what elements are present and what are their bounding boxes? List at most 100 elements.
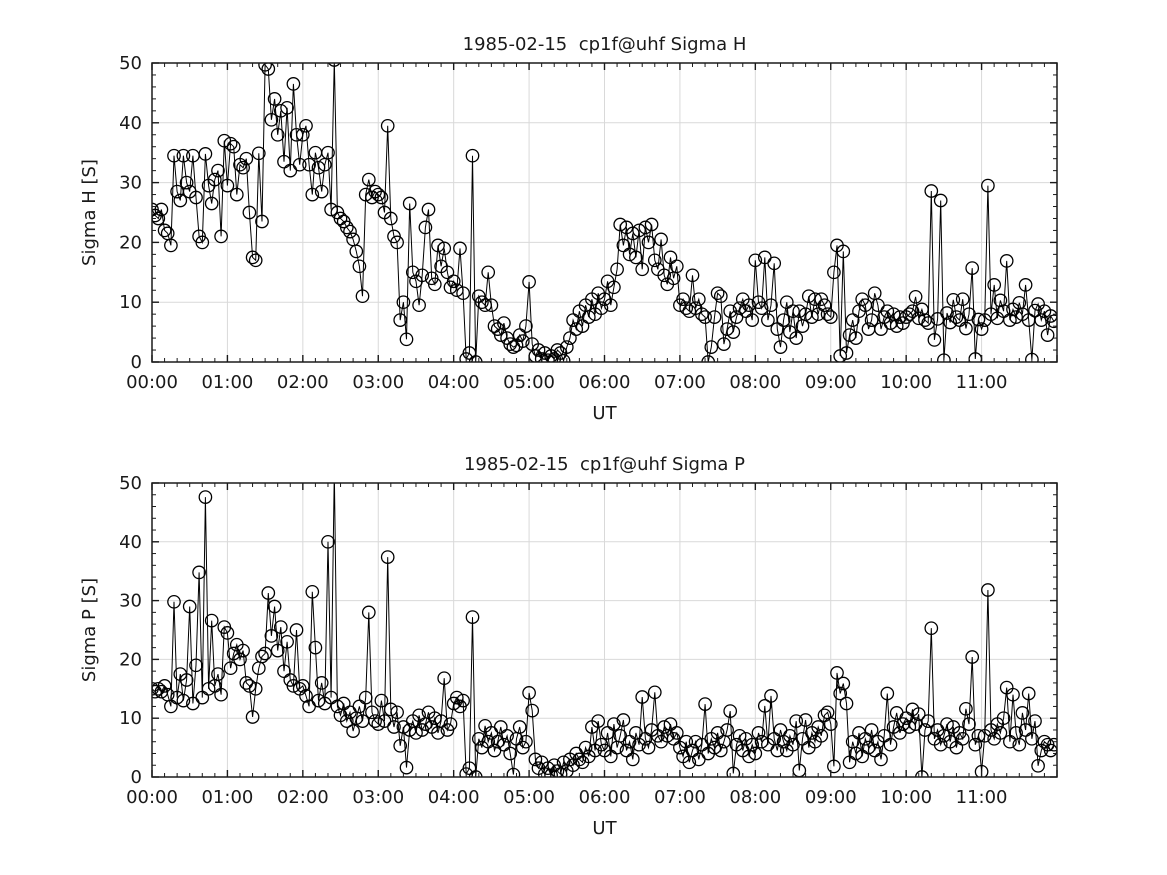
data-point-marker bbox=[770, 322, 785, 336]
data-point-marker bbox=[302, 157, 316, 172]
data-point-marker bbox=[864, 723, 879, 737]
data-point-marker bbox=[361, 605, 376, 620]
data-point-marker bbox=[179, 175, 194, 190]
sigma-h-subplot: 00:00 01:00 02:00 03:00 04:00 05:00 06:00 07:00… bbox=[79, 34, 1058, 424]
plot-title: 1985-02-15 cp1f@uhf Sigma H bbox=[463, 34, 747, 55]
data-point-marker bbox=[264, 112, 279, 127]
data-point-marker bbox=[842, 328, 857, 342]
data-point-marker bbox=[380, 550, 395, 564]
data-point-marker bbox=[811, 307, 826, 322]
data-point-marker bbox=[874, 752, 888, 767]
data-point-marker bbox=[556, 755, 571, 770]
data-point-marker bbox=[387, 720, 401, 734]
data-point-marker bbox=[321, 534, 335, 549]
data-point-marker bbox=[836, 244, 851, 259]
data-point-marker bbox=[295, 679, 310, 693]
data-point-marker bbox=[657, 268, 672, 283]
data-point-marker bbox=[229, 187, 244, 202]
data-point-marker bbox=[698, 310, 712, 324]
data-point-marker bbox=[820, 307, 835, 322]
data-point-marker bbox=[214, 229, 228, 244]
data-point-marker bbox=[563, 331, 577, 345]
data-point-marker bbox=[971, 728, 986, 743]
data-point-marker bbox=[625, 752, 640, 767]
data-point-marker bbox=[305, 584, 320, 599]
x-tick-label: 04:00 bbox=[428, 372, 480, 393]
data-point-marker bbox=[867, 743, 882, 758]
data-point-marker bbox=[270, 643, 285, 658]
data-point-marker bbox=[239, 151, 254, 166]
data-point-marker bbox=[949, 310, 964, 324]
x-axis-label: UT bbox=[592, 403, 617, 424]
data-point-marker bbox=[204, 196, 219, 211]
data-point-marker bbox=[456, 286, 470, 301]
data-point-marker bbox=[559, 340, 574, 354]
data-point-marker bbox=[789, 331, 804, 345]
data-point-marker bbox=[236, 160, 250, 175]
data-point-marker bbox=[619, 743, 634, 758]
data-point-marker bbox=[368, 714, 382, 728]
data-point-marker bbox=[723, 704, 738, 718]
data-point-marker bbox=[921, 316, 936, 330]
data-point-marker bbox=[955, 292, 970, 307]
data-point-marker bbox=[415, 268, 430, 283]
y-tick-label: 20 bbox=[119, 649, 142, 670]
data-point-marker bbox=[512, 720, 527, 734]
grid-lines bbox=[152, 483, 1057, 777]
data-point-marker bbox=[713, 289, 728, 304]
data-point-marker bbox=[506, 767, 521, 777]
data-point-marker bbox=[462, 346, 477, 360]
data-point-marker bbox=[1009, 310, 1023, 324]
data-point-marker bbox=[591, 714, 606, 728]
data-point-marker bbox=[971, 312, 986, 327]
data-point-marker bbox=[839, 696, 854, 711]
data-point-marker bbox=[713, 743, 728, 758]
data-point-marker bbox=[924, 184, 939, 198]
data-point-marker bbox=[305, 187, 320, 202]
data-point-marker bbox=[299, 118, 313, 133]
data-point-marker bbox=[811, 720, 826, 734]
data-point-marker bbox=[311, 693, 326, 708]
data-point-marker bbox=[864, 313, 879, 327]
data-point-marker bbox=[292, 157, 307, 172]
data-point-marker bbox=[921, 714, 936, 728]
data-point-marker bbox=[427, 277, 442, 292]
data-point-marker bbox=[273, 620, 288, 634]
data-point-marker bbox=[962, 717, 976, 731]
data-point-marker bbox=[195, 235, 210, 250]
data-point-marker bbox=[154, 202, 169, 217]
data-point-marker bbox=[965, 650, 980, 664]
data-point-marker bbox=[915, 302, 929, 317]
data-point-marker bbox=[500, 728, 514, 743]
data-point-marker bbox=[610, 262, 624, 277]
data-point-marker bbox=[528, 752, 543, 767]
data-point-marker bbox=[383, 702, 398, 717]
data-point-marker bbox=[248, 681, 263, 696]
data-point-marker bbox=[393, 738, 408, 753]
data-point-marker bbox=[273, 103, 288, 118]
data-point-marker bbox=[786, 304, 800, 319]
data-point-marker bbox=[1028, 303, 1042, 318]
data-point-marker bbox=[836, 676, 851, 691]
data-point-marker bbox=[908, 289, 923, 304]
data-point-marker bbox=[1003, 313, 1017, 327]
data-point-marker bbox=[845, 313, 860, 327]
data-point-marker bbox=[823, 310, 838, 324]
data-point-marker bbox=[974, 764, 989, 777]
data-point-marker bbox=[497, 316, 511, 330]
data-point-marker bbox=[261, 63, 276, 76]
data-point-marker bbox=[685, 268, 700, 283]
data-point-marker bbox=[189, 190, 203, 205]
data-point-marker bbox=[383, 211, 398, 226]
data-point-marker bbox=[1018, 278, 1033, 292]
data-point-marker bbox=[418, 220, 433, 235]
data-point-marker bbox=[751, 726, 766, 740]
data-point-marker bbox=[748, 746, 763, 761]
data-point-marker bbox=[669, 726, 684, 740]
data-point-marker bbox=[877, 728, 892, 743]
x-tick-label: 02:00 bbox=[277, 787, 329, 808]
data-point-marker bbox=[635, 690, 650, 704]
data-point-marker bbox=[299, 689, 313, 703]
data-point-marker bbox=[1047, 314, 1057, 329]
